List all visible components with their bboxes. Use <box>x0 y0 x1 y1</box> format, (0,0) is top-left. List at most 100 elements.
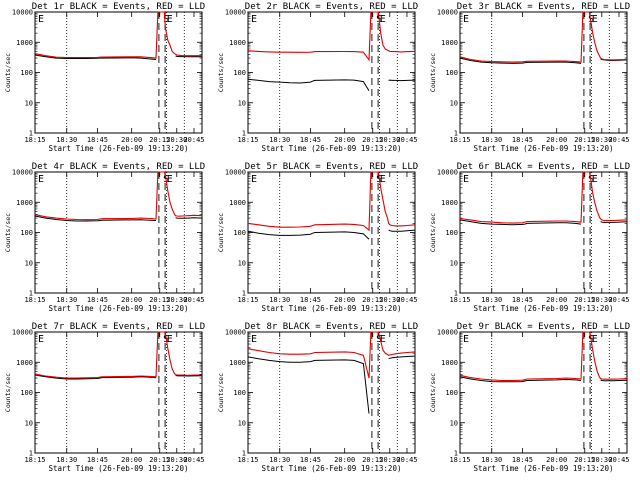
y-tick-label: 10000 <box>12 9 33 17</box>
marker-letter: E <box>592 334 598 345</box>
x-tick-label: 18:30 <box>269 296 290 304</box>
marker-letter: E <box>380 334 386 345</box>
x-tick-label: 20:00 <box>121 136 142 144</box>
marker-letter: E <box>380 14 386 25</box>
y-tick-label: 10000 <box>12 169 33 177</box>
panel-title: Det 8r BLACK = Events, RED = LLD <box>245 322 418 332</box>
x-tick-label: 20:45 <box>608 296 629 304</box>
marker-letter: E <box>38 14 44 25</box>
y-tick-label: 1000 <box>16 359 33 367</box>
x-tick-label: 20:45 <box>396 136 417 144</box>
x-tick-label: 18:30 <box>481 136 502 144</box>
marker-letter: E <box>38 334 44 345</box>
x-tick-label: 20:45 <box>608 136 629 144</box>
y-axis-label: Counts/sec <box>217 53 225 92</box>
x-tick-label: 20:00 <box>334 456 355 464</box>
detector-panel-7: Det 7r BLACK = Events, RED = LLD 1 10 100 10… <box>4 322 205 473</box>
plot-frame <box>34 171 203 294</box>
lld-series-line <box>247 331 416 379</box>
x-tick-label: 18:45 <box>87 136 108 144</box>
lld-series-line <box>34 11 202 59</box>
detector-panel-4: Det 4r BLACK = Events, RED = LLD 1 10 100 10… <box>4 162 205 313</box>
x-tick-label: 18:15 <box>237 136 258 144</box>
marker-letter: E <box>380 174 386 185</box>
x-tick-label: 20:45 <box>396 296 417 304</box>
panel-title: Det 9r BLACK = Events, RED = LLD <box>457 322 630 332</box>
x-tick-label: 18:45 <box>512 136 533 144</box>
x-tick-label: 18:15 <box>449 296 470 304</box>
y-tick-label: 1 <box>242 450 246 458</box>
x-tick-label: 20:45 <box>183 296 204 304</box>
y-tick-label: 100 <box>233 229 246 237</box>
x-axis-label: Start Time (26-Feb-09 19:13:20) <box>474 464 614 473</box>
x-tick-label: 20:15 <box>149 296 170 304</box>
detector-panel-8: Det 8r BLACK = Events, RED = LLD 1 10 100 10… <box>217 322 418 473</box>
y-tick-label: 10000 <box>437 169 458 177</box>
x-tick-label: 18:15 <box>237 296 258 304</box>
events-series-line <box>247 355 416 414</box>
marker-letter: E <box>167 334 173 345</box>
x-tick-label: 20:00 <box>121 296 142 304</box>
y-tick-label: 1 <box>454 290 458 298</box>
y-axis-label: Counts/sec <box>4 53 12 92</box>
y-tick-label: 100 <box>445 229 458 237</box>
x-tick-label: 20:30 <box>591 456 612 464</box>
x-tick-label: 18:45 <box>300 456 321 464</box>
y-tick-label: 1 <box>242 130 246 138</box>
x-axis-label: Start Time (26-Feb-09 19:13:20) <box>49 144 189 153</box>
x-tick-label: 18:30 <box>56 456 77 464</box>
y-tick-label: 10000 <box>225 329 246 337</box>
events-series-line <box>247 229 416 240</box>
y-tick-label: 1 <box>29 130 33 138</box>
x-tick-label: 20:30 <box>591 296 612 304</box>
panel-title: Det 4r BLACK = Events, RED = LLD <box>32 162 205 172</box>
x-tick-label: 20:30 <box>379 456 400 464</box>
x-tick-label: 18:30 <box>269 456 290 464</box>
marker-letter: E <box>463 14 469 25</box>
x-axis-label: Start Time (26-Feb-09 19:13:20) <box>262 464 402 473</box>
y-tick-label: 1000 <box>229 359 246 367</box>
x-tick-label: 20:15 <box>362 456 383 464</box>
x-tick-label: 20:15 <box>574 456 595 464</box>
events-series-line <box>247 78 416 91</box>
x-tick-label: 18:15 <box>24 456 45 464</box>
marker-letter: E <box>251 334 257 345</box>
events-series-line <box>34 215 203 222</box>
x-tick-label: 18:15 <box>24 136 45 144</box>
events-series-line <box>459 219 628 226</box>
y-tick-label: 1 <box>29 450 33 458</box>
y-tick-label: 10000 <box>12 329 33 337</box>
lld-series-line <box>459 171 628 224</box>
y-tick-label: 100 <box>20 229 33 237</box>
y-tick-label: 100 <box>445 389 458 397</box>
x-tick-label: 18:15 <box>237 456 258 464</box>
x-tick-label: 20:30 <box>166 136 187 144</box>
y-tick-label: 100 <box>233 389 246 397</box>
x-tick-label: 20:30 <box>379 136 400 144</box>
y-tick-label: 1 <box>454 450 458 458</box>
panel-title: Det 2r BLACK = Events, RED = LLD <box>245 2 418 12</box>
lld-series-line <box>247 11 416 62</box>
y-axis-label: Counts/sec <box>217 373 225 412</box>
y-tick-label: 10000 <box>437 329 458 337</box>
y-axis-label: Counts/sec <box>429 213 437 252</box>
y-tick-label: 10 <box>25 419 33 427</box>
x-axis-label: Start Time (26-Feb-09 19:13:20) <box>49 304 189 313</box>
x-tick-label: 20:15 <box>362 136 383 144</box>
y-tick-label: 10 <box>25 99 33 107</box>
x-tick-label: 20:45 <box>396 456 417 464</box>
y-tick-label: 1 <box>454 130 458 138</box>
x-tick-label: 18:45 <box>87 456 108 464</box>
events-series-line <box>459 376 628 383</box>
y-tick-label: 10000 <box>225 169 246 177</box>
x-tick-label: 20:15 <box>149 136 170 144</box>
lld-series-line <box>459 11 628 63</box>
y-axis-label: Counts/sec <box>429 53 437 92</box>
x-tick-label: 20:00 <box>546 456 567 464</box>
detector-panel-6: Det 6r BLACK = Events, RED = LLD 1 10 100 10… <box>429 162 630 313</box>
x-tick-label: 20:30 <box>166 296 187 304</box>
x-axis-label: Start Time (26-Feb-09 19:13:20) <box>474 144 614 153</box>
y-tick-label: 1000 <box>441 359 458 367</box>
x-tick-label: 20:45 <box>183 456 204 464</box>
